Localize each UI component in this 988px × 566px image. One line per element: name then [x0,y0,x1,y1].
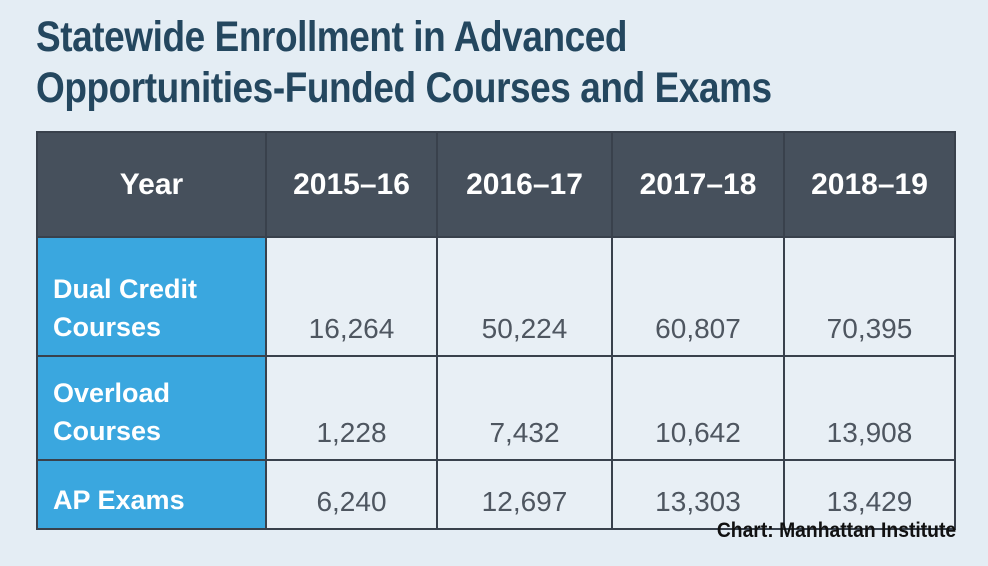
header-row: Year 2015–16 2016–17 2017–18 2018–19 [36,131,956,238]
table-cell: 60,807 [611,236,785,357]
table-cell: 12,697 [436,459,613,530]
row-label-line: Courses [53,312,162,342]
row-label-line: AP Exams [53,485,185,515]
table-cell: 6,240 [265,459,438,530]
enrollment-table: Year 2015–16 2016–17 2017–18 2018–19 Dua… [36,131,956,530]
row-label-line: Dual Credit [53,274,198,304]
table-row-ap-exams: AP Exams 6,240 12,697 13,303 13,429 [36,459,956,530]
header-year: Year [36,131,267,238]
column-header: 2018–19 [783,131,956,238]
table-cell: 1,228 [265,355,438,461]
table-cell: 50,224 [436,236,613,357]
source-credit: Chart: Manhattan Institute [716,519,956,542]
table-cell: 70,395 [783,236,956,357]
row-label-line: Overload [53,378,171,408]
row-label: AP Exams [36,459,267,530]
table-cell: 13,429 [783,459,956,530]
column-header: 2015–16 [265,131,438,238]
table-cell: 13,908 [783,355,956,461]
chart-title: Statewide Enrollment in Advanced Opportu… [36,12,827,114]
table-cell: 13,303 [611,459,785,530]
chart-title-line-2: Opportunities-Funded Courses and Exams [36,64,772,112]
column-header: 2017–18 [611,131,785,238]
table-cell: 7,432 [436,355,613,461]
row-label: Dual Credit Courses [36,236,267,357]
row-label-line: Courses [53,416,162,446]
table-row-overload: Overload Courses 1,228 7,432 10,642 13,9… [36,355,956,461]
column-header: 2016–17 [436,131,613,238]
row-label: Overload Courses [36,355,267,461]
chart-title-line-1: Statewide Enrollment in Advanced [36,13,628,61]
table-cell: 16,264 [265,236,438,357]
table-row-dual-credit: Dual Credit Courses 16,264 50,224 60,807… [36,236,956,357]
table-cell: 10,642 [611,355,785,461]
